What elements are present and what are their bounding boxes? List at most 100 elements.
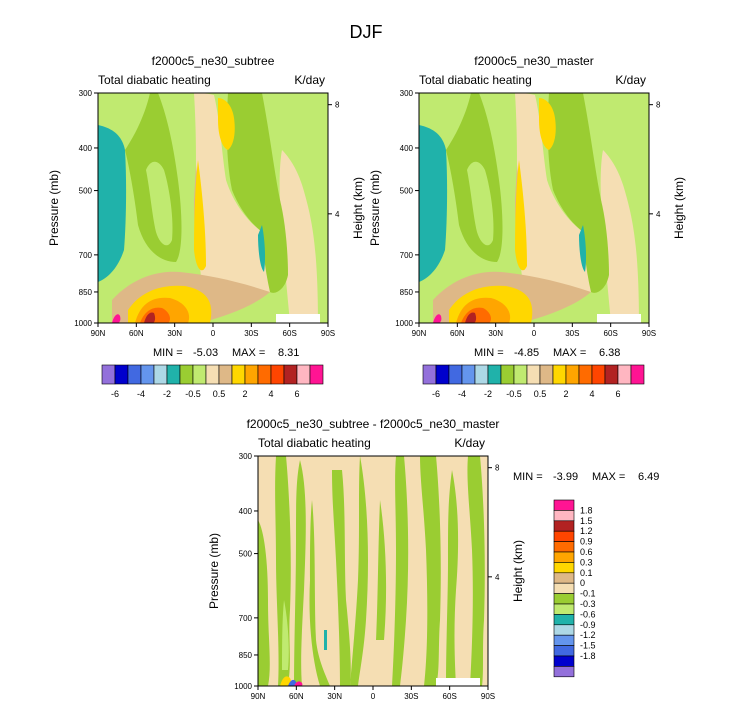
colorbar-swatch (591, 364, 606, 385)
contour-region (98, 125, 127, 282)
colorbar-label: 0.6 (580, 547, 593, 557)
latitude-axis: 90N 60N 30N 0 30S 60S 90S (91, 323, 335, 338)
pressure-axis-label: Pressure (mb) (207, 533, 221, 609)
contour-region (279, 150, 318, 323)
colorbar-label: 2 (563, 389, 568, 399)
panel-variable-label: Total diabatic heating (98, 73, 211, 87)
pressure-tick-label: 500 (400, 187, 414, 196)
contour-region (288, 679, 297, 686)
colorbar-label: -0.5 (506, 389, 522, 399)
colorbar-label: -6 (432, 389, 440, 399)
colorbar-swatch (218, 364, 233, 385)
colorbar-swatch (553, 520, 575, 532)
colorbar-label: -0.3 (580, 599, 596, 609)
panel-variable-label: Total diabatic heating (419, 73, 532, 87)
colorbar-label: 1.2 (580, 526, 593, 536)
colorbar-swatch (461, 364, 476, 385)
contour-field (98, 93, 328, 323)
colorbar-swatch (553, 634, 575, 646)
contour-region (350, 456, 368, 686)
contour-region (258, 225, 266, 272)
contour-region (539, 98, 556, 150)
contour-region (376, 500, 387, 640)
latitude-axis: 90N 60N 30N 0 30S 60S 90S (412, 323, 656, 338)
colorbar: -6 -4 -2 -0.5 0.5 2 4 6 (101, 364, 324, 399)
colorbar-label: -0.5 (185, 389, 201, 399)
missing-data-region (436, 678, 480, 686)
min-value: -5.03 (193, 347, 218, 359)
latitude-tick-label: 60N (129, 329, 144, 338)
pressure-tick-label: 850 (239, 651, 253, 660)
colorbar-label: 6 (294, 389, 299, 399)
colorbar-swatch (552, 364, 567, 385)
contour-region (144, 312, 156, 323)
contour-region (324, 630, 327, 650)
colorbar-swatch (539, 364, 554, 385)
panel-units-label: K/day (454, 436, 485, 450)
max-value: 6.49 (638, 471, 659, 483)
latitude-tick-label: 60S (443, 692, 457, 701)
colorbar-swatch (257, 364, 272, 385)
colorbar-swatch (114, 364, 129, 385)
latitude-tick-label: 90S (642, 329, 656, 338)
contour-region (583, 198, 609, 293)
contour-region (294, 460, 306, 686)
colorbar-swatch (553, 666, 575, 678)
latitude-tick-label: 60N (289, 692, 304, 701)
colorbar-swatch (553, 603, 575, 615)
pressure-tick-label: 700 (239, 614, 253, 623)
colorbar-swatch (192, 364, 207, 385)
colorbar-swatch (140, 364, 155, 385)
height-tick-label: 8 (656, 101, 661, 110)
colorbar-label: -4 (137, 389, 145, 399)
pressure-tick-label: 400 (79, 144, 93, 153)
contour-region (433, 314, 442, 323)
height-tick-label: 8 (335, 101, 340, 110)
max-label: MAX = (232, 347, 265, 359)
colorbar-swatch (231, 364, 246, 385)
colorbar-swatch (553, 614, 575, 626)
colorbar-label: -4 (458, 389, 466, 399)
contour-region (547, 93, 602, 237)
contour-region (280, 676, 292, 686)
panel-title: f2000c5_ne30_subtree - f2000c5_ne30_mast… (247, 417, 500, 431)
pressure-axis: 300 400 500 700 850 1000 (395, 89, 419, 328)
pressure-axis: 300 400 500 700 850 1000 (74, 89, 98, 328)
colorbar-swatch (553, 572, 575, 584)
contour-region (112, 314, 121, 323)
latitude-tick-label: 30N (327, 692, 342, 701)
colorbar-swatch (630, 364, 645, 385)
contour-region (515, 160, 527, 271)
panel-title: f2000c5_ne30_subtree (152, 54, 275, 68)
pressure-tick-label: 1000 (234, 682, 252, 691)
contour-region (420, 456, 441, 686)
pressure-tick-label: 400 (239, 507, 253, 516)
pressure-tick-label: 850 (79, 288, 93, 297)
contour-region (194, 160, 206, 271)
colorbar-swatch (553, 562, 575, 574)
colorbar-swatch (553, 645, 575, 657)
min-value: -4.85 (514, 347, 539, 359)
colorbar-label: 0.5 (213, 389, 226, 399)
latitude-tick-label: 30S (565, 329, 579, 338)
min-label: MIN = (513, 471, 543, 483)
panel-difference: f2000c5_ne30_subtree - f2000c5_ne30_mast… (207, 417, 659, 701)
panel-subtree: f2000c5_ne30_subtree Total diabatic heat… (47, 54, 365, 399)
colorbar-label: -1.5 (580, 641, 596, 651)
contour-field (419, 93, 649, 323)
contour-region (465, 312, 477, 323)
contour-region (226, 93, 281, 237)
colorbar-swatch (553, 541, 575, 553)
height-axis-label: Height (km) (511, 540, 525, 602)
latitude-tick-label: 30S (404, 692, 418, 701)
colorbar-swatch (166, 364, 181, 385)
colorbar-swatch (244, 364, 259, 385)
contour-region (282, 600, 289, 670)
latitude-axis: 90N 60N 30N 0 30S 60S 90S (251, 686, 495, 701)
latitude-tick-label: 30N (167, 329, 182, 338)
colorbar-swatch (553, 551, 575, 563)
contour-region (218, 98, 235, 150)
colorbar-label: 1.5 (580, 516, 593, 526)
pressure-tick-label: 300 (79, 89, 93, 98)
